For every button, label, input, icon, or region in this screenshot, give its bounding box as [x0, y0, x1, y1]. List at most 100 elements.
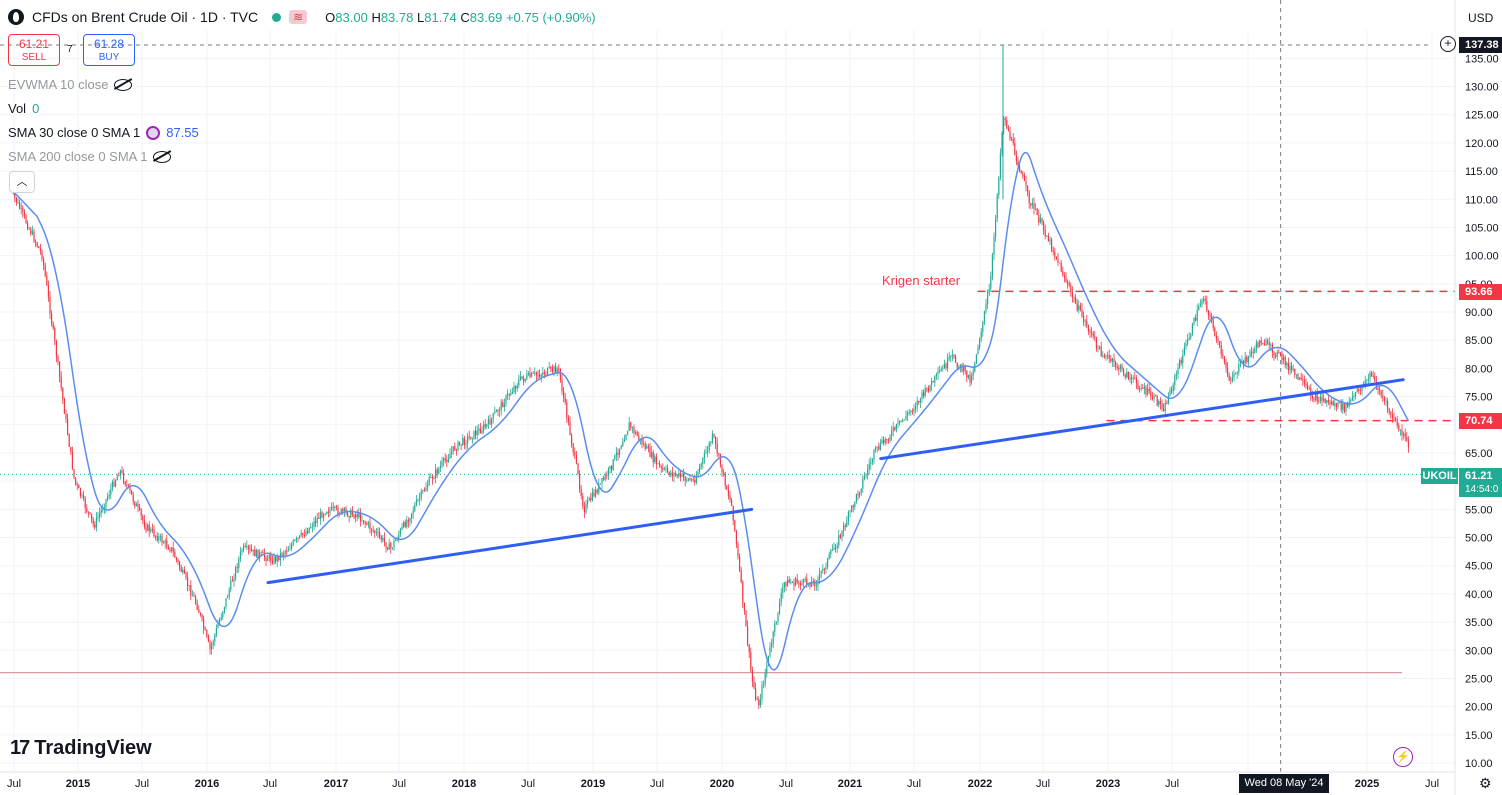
candle-body — [1180, 360, 1182, 364]
settings-gear-icon[interactable]: ⚙ — [1479, 775, 1492, 791]
hidden-eye-icon[interactable] — [114, 78, 133, 91]
candle-body — [43, 258, 45, 266]
candle-body — [1103, 355, 1105, 358]
candle-body — [980, 332, 982, 340]
candle-body — [139, 506, 141, 510]
candle-body — [561, 380, 563, 392]
candle-body — [302, 533, 304, 535]
candle-body — [1345, 402, 1347, 412]
candle-body — [879, 443, 881, 450]
candle-body — [527, 373, 529, 375]
candle-body — [846, 521, 848, 527]
candle-body — [683, 474, 685, 477]
candle-body — [187, 577, 189, 586]
candle-body — [700, 463, 702, 467]
candle-body — [1046, 235, 1048, 237]
x-tick-label: 2016 — [195, 778, 219, 790]
candle-body — [1286, 362, 1288, 366]
candle-body — [815, 585, 817, 587]
wave-icon[interactable]: ≋ — [289, 10, 308, 24]
tradingview-logo[interactable]: 17 TradingView — [10, 737, 152, 759]
candle-body — [31, 231, 33, 234]
candle-body — [963, 366, 965, 372]
currency-label[interactable]: USD — [1468, 11, 1494, 25]
candle-body — [1190, 334, 1192, 338]
candle-body — [710, 442, 712, 444]
indicator-evwma[interactable]: EVWMA 10 close — [8, 77, 133, 92]
indicator-sma30[interactable]: SMA 30 close 0 SMA 1 87.55 — [8, 125, 199, 140]
indicator-vol[interactable]: Vol 0 — [8, 101, 40, 116]
candle-body — [460, 444, 462, 446]
indicator-sma200[interactable]: SMA 200 close 0 SMA 1 — [8, 149, 172, 164]
flash-icon[interactable]: ⚡ — [1393, 747, 1413, 767]
candle-body — [353, 514, 355, 518]
candle-body — [124, 481, 126, 485]
candle-body — [667, 468, 669, 473]
candle-body — [702, 458, 704, 464]
x-tick-label: Jul — [1425, 778, 1439, 790]
candle-body — [1307, 385, 1309, 389]
sma-source-icon[interactable] — [146, 125, 161, 140]
candle-body — [108, 494, 110, 497]
candle-body — [703, 452, 705, 459]
candle-body — [788, 579, 790, 583]
candle-body — [1295, 374, 1297, 376]
candle-body — [1028, 191, 1030, 204]
candle-body — [1015, 155, 1017, 162]
candle-body — [777, 613, 779, 622]
candle-body — [1214, 327, 1216, 337]
candle-body — [945, 363, 947, 369]
candle-body — [598, 483, 600, 493]
candle-body — [1395, 418, 1397, 420]
candle-body — [644, 443, 646, 449]
candle-body — [436, 469, 438, 474]
candle-body — [435, 469, 437, 479]
candle-body — [1145, 387, 1147, 395]
add-alert-plus-icon[interactable]: + — [1440, 36, 1456, 52]
candle-body — [478, 428, 480, 431]
candle-body — [1249, 351, 1251, 357]
candle-body — [745, 610, 747, 627]
symbol-title[interactable]: CFDs on Brent Crude Oil · 1D · TVC — [32, 9, 259, 25]
candle-body — [748, 644, 750, 653]
candle-body — [1110, 358, 1112, 362]
collapse-legend-button[interactable]: ︿ — [9, 171, 35, 193]
candle-body — [259, 552, 261, 559]
candle-body — [726, 485, 728, 490]
candle-body — [697, 471, 699, 476]
candle-body — [577, 463, 579, 474]
candle-body — [1276, 351, 1278, 357]
candle-body — [1055, 256, 1057, 259]
candle-body — [1265, 340, 1267, 346]
candle-body — [267, 559, 269, 561]
candle-body — [419, 498, 421, 500]
candle-body — [695, 475, 697, 483]
hidden-eye-icon[interactable] — [153, 150, 172, 163]
candle-body — [1305, 383, 1307, 386]
candle-body — [342, 508, 344, 512]
sell-button[interactable]: 61.21 SELL — [8, 34, 60, 66]
candle-body — [1259, 340, 1261, 348]
candle-body — [876, 446, 878, 448]
candle-body — [260, 552, 262, 554]
candle-body — [1174, 375, 1176, 386]
candle-body — [633, 427, 635, 434]
candle-body — [942, 368, 944, 370]
candle-body — [1182, 354, 1184, 364]
y-tick-label: 120.00 — [1465, 138, 1499, 150]
candle-body — [1390, 412, 1392, 415]
candle-body — [243, 545, 245, 551]
buy-button[interactable]: 61.28 BUY — [83, 34, 135, 66]
candle-body — [1217, 339, 1219, 342]
candle-body — [724, 472, 726, 486]
x-tick-label: 2025 — [1355, 778, 1379, 790]
candle-body — [849, 511, 851, 513]
candle-body — [1006, 120, 1008, 129]
candle-body — [343, 508, 345, 512]
candle-body — [41, 251, 43, 259]
candle-body — [422, 490, 424, 492]
candle-body — [337, 507, 339, 515]
candle-body — [785, 582, 787, 587]
candle-body — [481, 430, 483, 434]
